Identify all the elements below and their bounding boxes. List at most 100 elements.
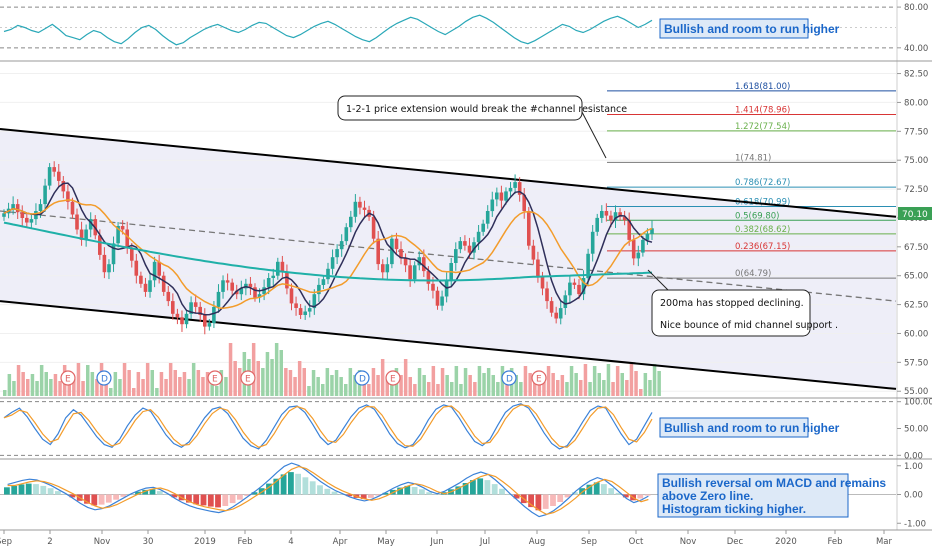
candle-body <box>604 211 609 216</box>
macd-histogram-bar <box>135 491 141 495</box>
candle-body <box>527 211 531 246</box>
macd-histogram-bar <box>346 494 352 497</box>
macd-histogram-bar <box>62 493 68 495</box>
macd-histogram-bar <box>186 494 192 503</box>
candle-body <box>266 278 271 288</box>
macd-annotation-line-1: Bullish reversal om MACD and remains <box>662 476 886 490</box>
candle-body <box>568 282 572 296</box>
volume-bar <box>238 368 242 396</box>
rsi-annotation-text: Bullish and room to run higher <box>664 22 840 36</box>
candle-body <box>344 227 349 242</box>
candle-body <box>139 275 143 284</box>
volume-bar <box>7 374 12 396</box>
macd-histogram-bar <box>499 488 505 495</box>
volume-bar <box>270 359 274 396</box>
candle-body <box>371 216 376 239</box>
candle-body <box>381 264 385 273</box>
candle-body <box>339 241 344 250</box>
last-price-badge <box>898 207 932 220</box>
macd-histogram-bar <box>222 494 229 506</box>
macd-histogram-bar <box>462 483 469 495</box>
macd-histogram-bar <box>564 494 571 498</box>
candle-body <box>107 264 111 273</box>
macd-histogram-bar <box>120 494 127 497</box>
candle-body <box>29 219 34 223</box>
volume-bar <box>634 371 638 396</box>
volume-bar <box>219 370 224 396</box>
fib-level-label: 1.414(78.96) <box>735 105 790 115</box>
candle-body <box>75 214 79 230</box>
macd-histogram-bar <box>200 494 207 506</box>
earnings-marker-letter: E <box>65 375 71 385</box>
candle-body <box>641 239 645 253</box>
volume-bar <box>302 368 306 396</box>
earnings-marker-letter: D <box>359 375 366 385</box>
macd-histogram-bar <box>47 488 54 495</box>
volume-bar <box>49 379 53 396</box>
candle-body <box>536 259 540 277</box>
volume-bar <box>427 382 431 396</box>
candle-body <box>161 275 166 292</box>
candle-body <box>645 234 650 240</box>
volume-bar <box>21 372 25 396</box>
macd-histogram-bar <box>579 488 585 495</box>
candle-body <box>225 280 230 283</box>
time-axis-label: 30 <box>143 537 154 547</box>
extension-callout: 1-2-1 price extension would break the #c… <box>337 95 627 159</box>
candle-body <box>307 308 312 312</box>
candle-body <box>613 212 618 221</box>
ma-callout-pointer <box>647 269 669 291</box>
earnings-marker-circle <box>96 370 112 386</box>
volume-bar <box>136 372 141 396</box>
candle-body <box>25 217 29 223</box>
candle-body <box>253 287 257 298</box>
candle-body <box>440 296 444 306</box>
rsi-annotation: Bullish and room to run higher <box>659 18 840 39</box>
time-axis-label: Oct <box>629 537 644 547</box>
candle-body <box>326 268 330 280</box>
volume-bar <box>376 375 380 396</box>
macd-histogram-bar <box>91 494 98 506</box>
fib-level-label: 1.272(77.54) <box>735 122 790 132</box>
candle-body <box>554 312 558 319</box>
candle-body <box>303 311 307 315</box>
macd-axis-tick-label: -1.00 <box>904 519 926 529</box>
volume-bar <box>657 371 661 396</box>
earnings-marker-letter: E <box>536 375 542 385</box>
candle-body <box>458 241 463 250</box>
time-axis-label: 2019 <box>194 537 216 547</box>
candle-body <box>522 194 526 211</box>
volume-bar <box>215 386 219 396</box>
price-axis-tick-label: 77.50 <box>904 127 928 137</box>
candle-body <box>394 238 399 250</box>
extension-callout-box <box>337 95 583 121</box>
macd-histogram-bar <box>411 487 418 495</box>
time-axis-label: Aug <box>529 537 546 547</box>
extension-callout-text: 1-2-1 price extension would break the #c… <box>346 104 627 115</box>
volume-bar <box>533 380 537 396</box>
candle-body <box>207 323 212 327</box>
candle-body <box>230 282 234 291</box>
macd-histogram-bar <box>164 493 170 495</box>
macd-histogram-bar <box>586 484 593 495</box>
ma-mid-line <box>3 199 653 309</box>
volume-bar <box>58 381 62 396</box>
candle-body <box>595 217 599 232</box>
volume-bar <box>311 370 316 396</box>
earnings-marker: D <box>96 370 112 386</box>
volume-bar <box>431 366 436 396</box>
volume-bar <box>3 390 7 396</box>
macd-histogram-bar <box>98 494 105 505</box>
volume-bar <box>261 368 265 396</box>
volume-bar <box>316 377 320 396</box>
macd-histogram-bar <box>25 483 32 495</box>
candle-body <box>2 213 6 217</box>
macd-histogram-bar <box>331 491 338 495</box>
stoch-annotation: Bullish and room to run higher <box>659 417 840 438</box>
candle-body <box>558 308 563 319</box>
volume-bar <box>574 373 578 396</box>
earnings-marker-circle <box>385 370 401 386</box>
candle-body <box>454 249 458 263</box>
price-axis-tick-label: 65.00 <box>904 272 928 282</box>
volume-bar <box>95 379 99 396</box>
